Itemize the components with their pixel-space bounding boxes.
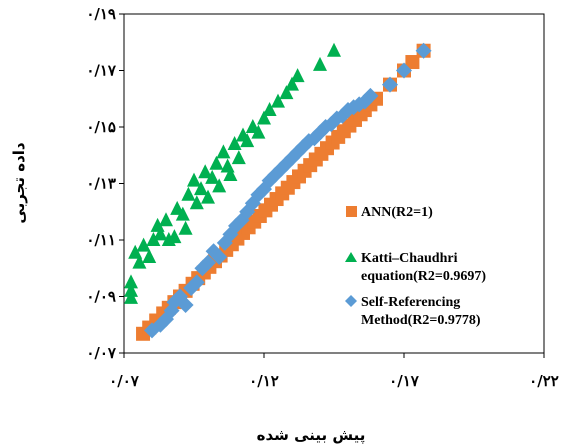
legend: ANN(R2=1) Katti–Chaudhri equation(R2=0.96… [345, 205, 486, 328]
point-katti [146, 232, 161, 246]
point-katti [220, 158, 235, 173]
legend-marker-ann [346, 206, 357, 217]
point-katti [159, 212, 173, 227]
x-axis-ticks: ۰/۰۷ ۰/۱۲ ۰/۱۷ ۰/۲۲ [109, 353, 559, 390]
y-tick-label: ۰/۱۵ [86, 118, 116, 136]
point-katti [198, 164, 213, 179]
point-katti [124, 282, 138, 297]
point-katti [285, 76, 299, 91]
point-self-referencing [200, 254, 216, 271]
point-katti [128, 244, 143, 259]
legend-label-katti: Katti–Chaudhri equation(R2=0.9697) [361, 251, 486, 284]
point-katti [142, 248, 157, 263]
legend-marker-katti [345, 252, 357, 262]
point-katti [240, 133, 255, 148]
point-katti [279, 85, 294, 100]
y-tick-label: ۰/۱۷ [86, 62, 117, 80]
point-katti [209, 155, 224, 170]
point-katti [124, 274, 138, 289]
x-tick-label: ۰/۲۲ [529, 372, 559, 390]
point-katti [262, 102, 277, 117]
point-katti [231, 150, 246, 165]
x-tick-label: ۰/۱۲ [249, 372, 279, 390]
point-katti [132, 254, 147, 269]
point-self-referencing [188, 274, 205, 291]
point-katti [327, 42, 341, 57]
point-katti [205, 169, 220, 184]
series-self-referencing [144, 42, 432, 339]
legend-marker-self-referencing [345, 295, 357, 307]
point-katti [212, 178, 227, 193]
point-self-referencing [396, 62, 412, 79]
point-katti [124, 289, 138, 304]
point-katti [136, 237, 151, 252]
point-self-referencing [177, 296, 194, 313]
y-tick-label: ۰/۰۹ [86, 288, 116, 306]
point-self-referencing [362, 87, 379, 104]
point-katti [189, 195, 204, 210]
point-katti [223, 167, 238, 182]
point-katti [290, 68, 305, 83]
point-katti [251, 124, 266, 139]
series-katti [124, 42, 341, 304]
point-katti [201, 189, 215, 204]
x-tick-label: ۰/۰۷ [109, 372, 140, 390]
x-axis-title: پیش بینی شده [257, 426, 366, 445]
point-katti [227, 135, 242, 150]
point-katti [181, 186, 196, 201]
x-tick-label: ۰/۱۷ [389, 372, 420, 390]
point-self-referencing [211, 248, 228, 265]
point-katti [257, 110, 271, 125]
y-axis-title: داده تجربی [10, 142, 28, 223]
y-tick-label: ۰/۱۱ [86, 231, 116, 249]
y-axis-ticks: ۰/۰۷ ۰/۰۹ ۰/۱۱ ۰/۱۳ ۰/۱۵ ۰/۱۷ ۰/۱۹ [86, 5, 124, 362]
y-tick-label: ۰/۰۷ [86, 344, 117, 362]
point-self-referencing [415, 42, 432, 59]
point-katti [216, 144, 231, 159]
series-layer [124, 42, 432, 341]
point-katti [187, 172, 201, 187]
point-katti [153, 226, 168, 241]
legend-label-self-referencing: Self-Referencing Method(R2=0.9778) [361, 295, 481, 328]
legend-label-ann: ANN(R2=1) [361, 205, 433, 220]
point-katti [313, 56, 327, 71]
point-katti [178, 220, 193, 235]
y-tick-label: ۰/۱۹ [86, 5, 116, 23]
point-self-referencing [382, 76, 398, 93]
point-katti [271, 93, 285, 108]
point-ann [405, 55, 420, 70]
point-katti [194, 181, 208, 196]
point-katti [167, 229, 182, 244]
point-self-referencing [312, 124, 328, 141]
y-tick-label: ۰/۱۳ [86, 175, 116, 193]
point-katti [175, 206, 190, 221]
